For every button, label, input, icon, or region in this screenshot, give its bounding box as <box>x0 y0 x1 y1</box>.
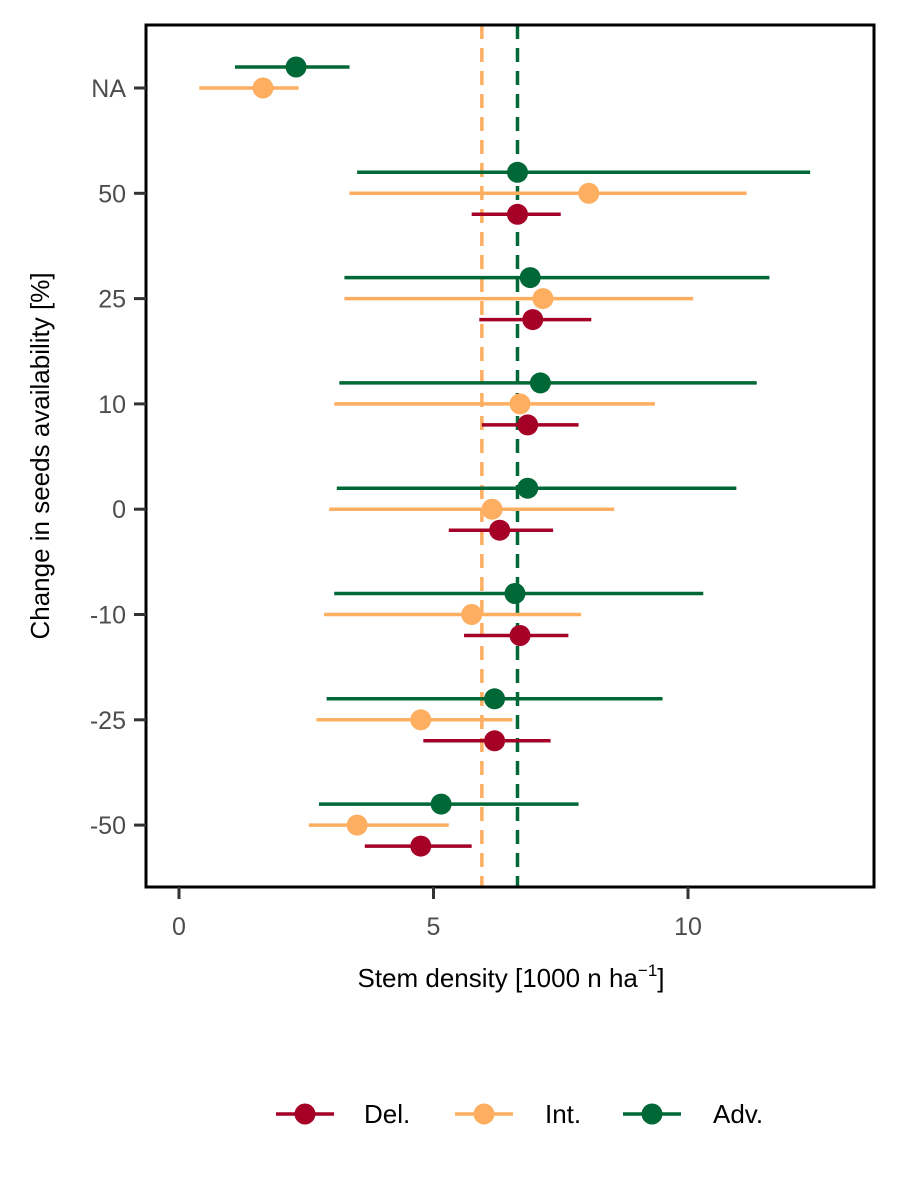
legend-key-point <box>294 1103 316 1125</box>
point-adv-10 <box>529 372 551 394</box>
y-tick-label-50: -50 <box>90 812 126 840</box>
point-del-25 <box>484 730 506 752</box>
x-axis-title: Stem density [1000 n ha−1] <box>357 961 664 993</box>
point-adv-10 <box>504 583 526 604</box>
legend-item-del: Del. <box>276 1099 410 1129</box>
point-del-25 <box>522 309 544 331</box>
y-tick-label-10: 10 <box>98 391 126 419</box>
x-axis: 0 5 10 <box>172 887 702 941</box>
point-int-25 <box>410 709 432 731</box>
y-tick-label-10: -10 <box>90 602 126 630</box>
legend: Del. Int. Adv. <box>276 1099 763 1129</box>
legend-label: Int. <box>545 1099 581 1129</box>
point-adv-0 <box>517 477 539 499</box>
y-tick-label-0: 0 <box>112 496 126 524</box>
error-bars <box>199 65 811 848</box>
legend-label: Adv. <box>713 1099 763 1129</box>
y-axis: NA 50 25 10 0 -10 -25 -50 <box>90 75 146 840</box>
x-tick-label-5: 5 <box>427 913 441 941</box>
legend-key-point <box>641 1103 663 1125</box>
y-tick-label-25: 25 <box>98 286 126 314</box>
point-adv-na <box>285 56 307 78</box>
y-axis-title: Change in seeds availability [%] <box>25 272 55 639</box>
legend-item-int: Int. <box>455 1099 581 1129</box>
point-adv-25 <box>519 267 541 289</box>
point-adv-50 <box>430 793 452 815</box>
y-tick-label-25: -25 <box>90 707 126 735</box>
legend-key-point <box>473 1103 495 1125</box>
point-int-na <box>252 77 274 99</box>
plot-panel-border <box>144 23 876 889</box>
y-tick-label-50: 50 <box>98 180 126 208</box>
point-del-50 <box>410 835 432 857</box>
legend-label: Del. <box>364 1099 410 1129</box>
point-del-10 <box>509 625 531 646</box>
x-tick-label-10: 10 <box>674 913 702 941</box>
point-adv-50 <box>506 161 528 183</box>
point-int-10 <box>509 393 531 415</box>
point-del-50 <box>506 203 528 225</box>
point-int-10 <box>461 604 483 625</box>
point-adv-25 <box>484 688 506 710</box>
point-int-0 <box>481 498 503 520</box>
point-int-50 <box>578 182 600 204</box>
point-del-10 <box>517 414 539 436</box>
point-int-25 <box>532 288 554 310</box>
y-tick-label-na: NA <box>91 75 126 103</box>
legend-item-adv: Adv. <box>623 1099 763 1129</box>
data-points <box>252 56 600 857</box>
point-del-0 <box>489 519 511 541</box>
point-int-50 <box>346 814 368 836</box>
reference-lines <box>480 25 520 887</box>
x-tick-label-0: 0 <box>172 913 186 941</box>
